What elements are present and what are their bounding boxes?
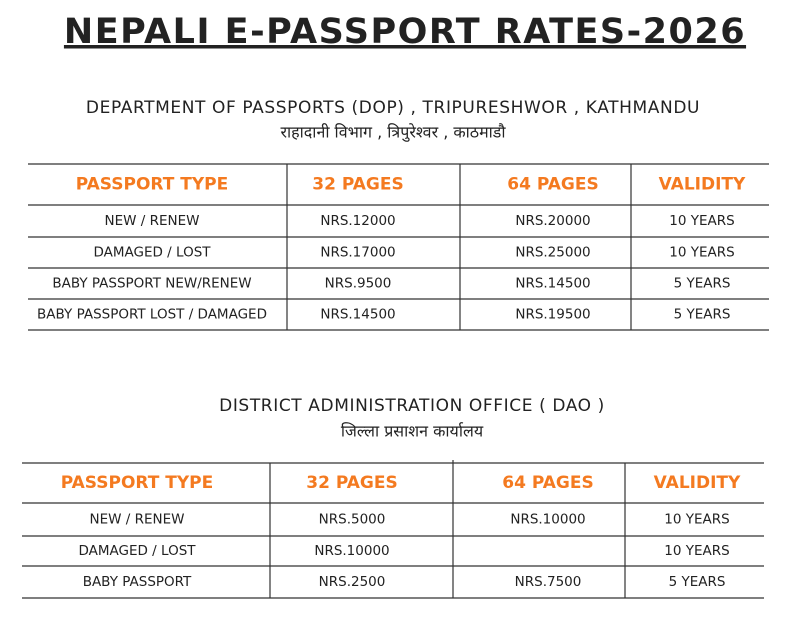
table-cell: 10 YEARS bbox=[664, 512, 729, 528]
table-cell: NRS.9500 bbox=[325, 276, 392, 292]
table-cell: NRS.12000 bbox=[320, 213, 395, 229]
section-subheading: राहादानी विभाग , त्रिपुरेश्वर , काठमाडौ bbox=[280, 123, 506, 143]
table-cell: 5 YEARS bbox=[674, 307, 731, 323]
table-cell: NEW / RENEW bbox=[105, 213, 200, 229]
table-cell: NRS.14500 bbox=[320, 307, 395, 323]
table-cell: BABY PASSPORT NEW/RENEW bbox=[52, 276, 251, 292]
section-heading: DEPARTMENT OF PASSPORTS (DOP) , TRIPURES… bbox=[86, 98, 700, 118]
header-cell: VALIDITY bbox=[659, 175, 746, 195]
table-cell: 10 YEARS bbox=[664, 543, 729, 559]
table-cell: BABY PASSPORT bbox=[83, 574, 192, 590]
table-cell: NRS.10000 bbox=[510, 512, 585, 528]
table-cell: NRS.7500 bbox=[515, 574, 582, 590]
table-cell: NRS.14500 bbox=[515, 276, 590, 292]
table-cell: NRS.17000 bbox=[320, 245, 395, 261]
table-cell: NEW / RENEW bbox=[90, 512, 185, 528]
header-cell: 32 PAGES bbox=[306, 473, 397, 493]
header-cell: PASSPORT TYPE bbox=[61, 473, 214, 493]
table-cell: DAMAGED / LOST bbox=[93, 245, 211, 261]
section-heading: DISTRICT ADMINISTRATION OFFICE ( DAO ) bbox=[219, 396, 605, 416]
header-cell: 64 PAGES bbox=[502, 473, 593, 493]
table-cell: 10 YEARS bbox=[669, 245, 734, 261]
table-cell: NRS.2500 bbox=[319, 574, 386, 590]
table-cell: 5 YEARS bbox=[669, 574, 726, 590]
table-cell: DAMAGED / LOST bbox=[78, 543, 196, 559]
table-cell: NRS.25000 bbox=[515, 245, 590, 261]
header-cell: 64 PAGES bbox=[507, 175, 598, 195]
header-cell: 32 PAGES bbox=[312, 175, 403, 195]
header-cell: PASSPORT TYPE bbox=[76, 175, 229, 195]
table-cell: 5 YEARS bbox=[674, 276, 731, 292]
table-cell: NRS.20000 bbox=[515, 213, 590, 229]
table-cell: NRS.10000 bbox=[314, 543, 389, 559]
page-title: NEPALI E-PASSPORT RATES-2026 bbox=[64, 12, 746, 52]
table-cell: NRS.5000 bbox=[319, 512, 386, 528]
table-cell: BABY PASSPORT LOST / DAMAGED bbox=[37, 307, 267, 323]
table-cell: NRS.19500 bbox=[515, 307, 590, 323]
table-cell: 10 YEARS bbox=[669, 213, 734, 229]
header-cell: VALIDITY bbox=[654, 473, 741, 493]
section-subheading: जिल्ला प्रसाशन कार्यालय bbox=[341, 422, 484, 441]
